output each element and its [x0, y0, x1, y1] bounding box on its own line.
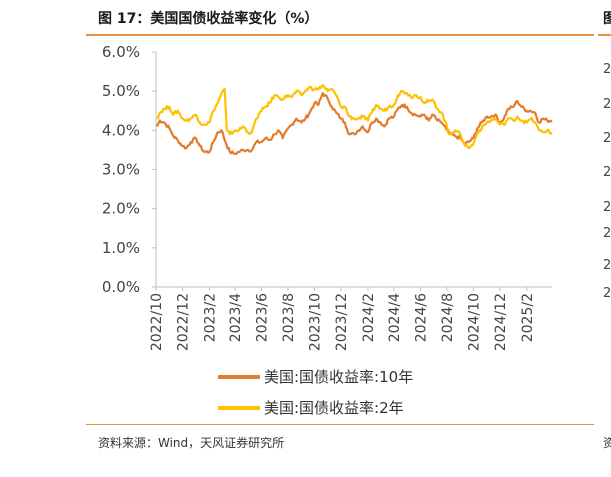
x-tick-label: 2025/2: [520, 293, 536, 342]
next-panel-source-fragment: 资: [603, 436, 611, 450]
x-tick-label: 2022/12: [175, 293, 191, 351]
next-panel-title-fragment: 图: [603, 11, 611, 27]
y-axis: 0.0% 1.0% 2.0% 3.0% 4.0% 5.0% 6.0%: [102, 43, 157, 296]
chart-title: 图 17：美国国债收益率变化（%）: [98, 11, 319, 27]
source-note: 资料来源：Wind，天风证券研究所: [98, 436, 285, 450]
y-tick-label: 4.0%: [102, 121, 140, 139]
series-line-2y: [156, 84, 553, 150]
x-tick-label: 2023/2: [202, 293, 218, 342]
y-tick-label: 0.0%: [102, 278, 140, 296]
next-panel-tick: 2: [603, 62, 611, 77]
next-panel-tick: 2: [603, 226, 611, 241]
y-tick-label: 2.0%: [102, 200, 140, 218]
y-tick-label: 1.0%: [102, 239, 140, 257]
legend-item-2y: 美国:国债收益率:2年: [218, 397, 404, 418]
series-line-10y: [155, 91, 553, 156]
next-panel-tick: 2: [603, 131, 611, 146]
legend-swatch-10y: [218, 374, 260, 379]
y-tick-label: 5.0%: [102, 82, 140, 100]
y-tick-label: 6.0%: [102, 43, 140, 61]
series-layer: [155, 84, 553, 156]
next-panel-rule: [598, 34, 611, 36]
legend-swatch-2y: [218, 405, 260, 410]
source-rule: [86, 424, 594, 425]
next-panel-tick: 2: [603, 258, 611, 273]
next-panel-tick: 2: [603, 97, 611, 112]
legend-label-10y: 美国:国债收益率:10年: [264, 368, 414, 386]
x-tick-label: 2024/4: [387, 293, 403, 342]
next-panel-tick: 2: [603, 165, 611, 180]
title-rule: [86, 34, 594, 36]
x-tick-label: 2024/8: [440, 293, 456, 342]
x-tick-label: 2023/10: [307, 293, 323, 351]
next-panel-tick: 2: [603, 200, 611, 215]
x-tick-label: 2023/6: [255, 293, 271, 342]
y-tick-label: 3.0%: [102, 161, 140, 179]
x-tick-label: 2024/2: [361, 293, 377, 342]
x-tick-label: 2022/10: [149, 293, 165, 351]
x-tick-label: 2024/10: [466, 293, 482, 351]
x-tick-label: 2024/6: [413, 293, 429, 342]
x-tick-label: 2023/12: [334, 293, 350, 351]
x-axis: 2022/10 2022/12 2023/2 2023/4 2023/6 2023/8 20…: [149, 286, 552, 351]
legend-label-2y: 美国:国债收益率:2年: [264, 399, 404, 417]
x-tick-label: 2023/4: [228, 293, 244, 342]
legend-item-10y: 美国:国债收益率:10年: [218, 366, 413, 387]
x-tick-label: 2024/12: [493, 293, 509, 351]
x-tick-label: 2023/8: [281, 293, 297, 342]
next-panel-tick: 2: [603, 286, 611, 301]
